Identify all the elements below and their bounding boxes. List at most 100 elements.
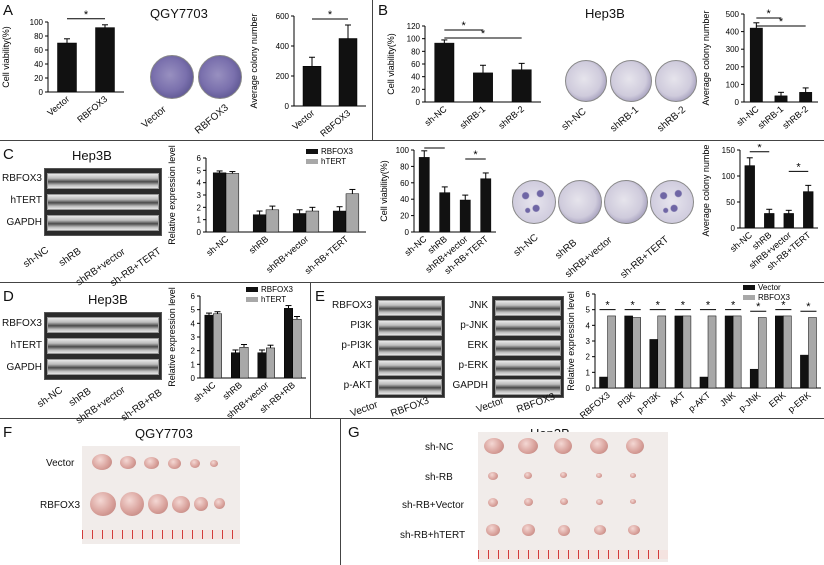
x-tick-label: p-JNK [737, 390, 763, 414]
bar [749, 368, 759, 389]
tumor-f-v1 [92, 454, 112, 470]
y-tick-label: 300 [726, 45, 740, 54]
x-tick-label: shRB-1 [458, 104, 487, 131]
blot-d [44, 312, 162, 380]
divider-h1 [0, 140, 824, 141]
blot-label-e-pjnk: p-JNK [460, 320, 488, 331]
bar [599, 376, 608, 389]
tumor-f-r3 [148, 494, 168, 514]
blot-title-c: Hep3B [72, 148, 112, 163]
chart-c-expression: 0 1 2 3 4 5 6 Relative expression level sh-NC shR… [167, 145, 366, 276]
panel-title-a: QGY7703 [150, 6, 208, 21]
legend-swatch [306, 159, 318, 164]
x-tick-label: RBFOX3 [318, 108, 352, 139]
blot-label-d-htert: hTERT [10, 340, 43, 351]
sig-star: * [681, 300, 686, 312]
legend-label: RBFOX3 [261, 286, 294, 294]
sig-star: * [432, 144, 437, 150]
bar [803, 191, 814, 229]
y-tick-label: 40 [34, 60, 43, 69]
tumor-f-v6 [210, 460, 218, 467]
x-tick-label: Vector [45, 94, 71, 118]
chart-a-colony: 0 200 400 600 Average colony number Vector RBF… [249, 9, 366, 139]
y-tick-label: 1 [197, 216, 202, 225]
y-tick-label: 100 [726, 80, 740, 89]
x-tick-label: p-PI3K [635, 390, 663, 415]
bar [632, 317, 641, 389]
x-tick-label: sh-RB+TERT [303, 234, 351, 276]
tumor-row-label-f-vector: Vector [46, 458, 75, 469]
sig-star: * [473, 149, 478, 161]
bar [775, 315, 784, 389]
legend-label: hTERT [261, 295, 286, 304]
tumor-f-r4 [172, 496, 190, 513]
sig-star: * [462, 20, 467, 32]
y-axis-label: Average colony number [249, 14, 259, 109]
legend-label: hTERT [321, 157, 346, 166]
bar [749, 27, 763, 103]
sig-star: * [706, 300, 711, 312]
y-tick-label: 120 [407, 22, 421, 31]
y-tick-label: 2 [586, 353, 591, 362]
blot-title-d: Hep3B [88, 292, 128, 307]
dish-a-rbfox3 [198, 55, 242, 99]
sig-star: * [781, 300, 786, 312]
y-tick-label: 6 [197, 154, 202, 163]
panel-title-f: QGY7703 [135, 426, 193, 441]
tumor-g-c1 [488, 498, 498, 507]
tumor-row-label-g-shrb-htert: sh-RB+hTERT [400, 530, 466, 541]
bar [724, 315, 734, 389]
legend-swatch [743, 295, 755, 300]
x-tick-label: shRB-1 [756, 104, 785, 131]
tumor-g-d2 [522, 524, 535, 536]
panel-label-b: B [378, 2, 389, 19]
dish-label-c-shnc: sh-NC [511, 232, 541, 259]
x-tick-label: shRB-2 [781, 104, 810, 131]
blot-band-e-l2 [378, 320, 442, 336]
bar [302, 66, 322, 107]
bar [252, 214, 267, 233]
y-tick-label: 5 [586, 306, 591, 315]
blot-band-e-r3 [495, 340, 561, 356]
blot-label-e-jnk: JNK [469, 300, 488, 311]
blot-label-e-perk: p-ERK [458, 360, 488, 371]
y-tick-label: 200 [726, 63, 740, 72]
y-axis-label: Average colony number [701, 144, 711, 236]
tumor-g-b4 [596, 473, 602, 478]
sig-star: * [328, 9, 333, 21]
blot-band-c-rbfox3 [47, 173, 159, 189]
y-tick-label: 5 [197, 166, 202, 175]
y-tick-label: 4 [191, 319, 196, 328]
blot-band-c-gapdh [47, 215, 159, 231]
bar [699, 376, 709, 389]
y-tick-label: 0 [39, 88, 44, 97]
blot-band-e-l1 [378, 300, 442, 316]
blot-label-e-pakt: p-AKT [343, 380, 372, 391]
y-tick-label: 600 [276, 12, 290, 21]
bar [231, 352, 240, 379]
tumor-photo-f [82, 446, 240, 544]
y-tick-label: 2 [191, 347, 196, 356]
panel-label-d: D [3, 288, 14, 305]
y-tick-label: 150 [722, 146, 736, 155]
tumor-g-a1 [484, 438, 504, 454]
x-tick-label: sh-NC [728, 230, 754, 254]
panel-label-e: E [315, 288, 326, 305]
y-axis-label: Cell viability(%) [1, 26, 11, 88]
bar [305, 210, 320, 233]
panel-title-b: Hep3B [585, 6, 625, 21]
tumor-g-b5 [630, 473, 636, 478]
tumor-row-label-g-shrb-vector: sh-RB+Vector [402, 500, 464, 511]
tumor-g-b3 [560, 472, 567, 478]
bar [774, 95, 788, 103]
y-axis-label: Cell viability(%) [386, 33, 396, 95]
bar [624, 315, 633, 389]
y-tick-label: 60 [34, 46, 43, 55]
bar [57, 42, 77, 93]
x-tick-label: Vector [290, 108, 316, 132]
tumor-g-c4 [596, 499, 603, 505]
bar [764, 213, 775, 229]
x-tick-label: sh-NC [192, 380, 218, 404]
